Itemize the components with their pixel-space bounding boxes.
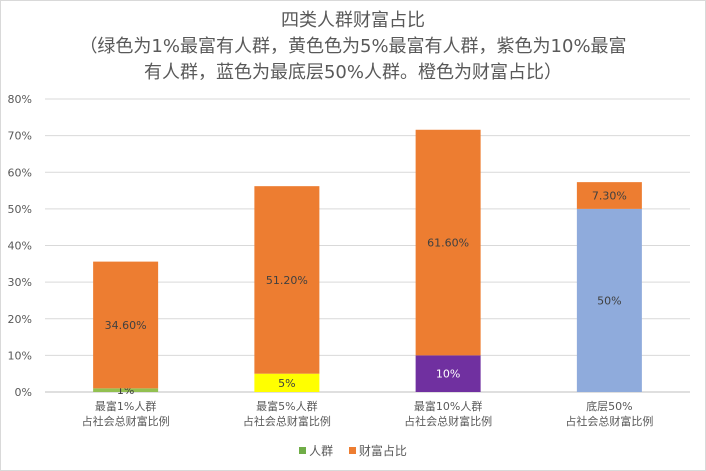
data-label: 50%: [597, 294, 621, 307]
legend-label-wealth-share: 财富占比: [358, 444, 407, 458]
x-tick-label: 占社会总财富比例: [565, 414, 653, 428]
y-tick-label: 20%: [8, 313, 32, 326]
x-tick-label: 最富1%人群: [95, 399, 156, 413]
chart-title: 四类人群财富占比 （绿色为1%最富有人群，黄色色为5%最富有人群，紫色为10%最…: [0, 8, 706, 86]
data-label: 10%: [436, 368, 460, 381]
bar-wealth-share: [254, 186, 320, 374]
chart-title-line-3: 有人群，蓝色为最底层50%人群。橙色为财富占比）: [143, 62, 562, 83]
data-label: 5%: [278, 377, 295, 390]
bar-people: [415, 355, 481, 392]
y-tick-label: 60%: [8, 166, 32, 179]
data-label: 61.60%: [427, 237, 469, 250]
legend-swatch-people: [299, 447, 307, 454]
y-tick-label: 40%: [8, 240, 32, 253]
y-tick-label: 0%: [15, 386, 32, 399]
y-tick-label: 30%: [8, 276, 32, 289]
x-tick-label: 占社会总财富比例: [82, 414, 170, 428]
legend-item-people: 人群: [299, 442, 333, 459]
legend-item-wealth-share: 财富占比: [348, 442, 407, 459]
chart-legend: 人群 财富占比: [0, 442, 706, 459]
chart-title-line-2: （绿色为1%最富有人群，黄色色为5%最富有人群，紫色为10%最富: [79, 36, 627, 57]
y-tick-label: 50%: [8, 203, 32, 216]
y-tick-label: 10%: [8, 349, 32, 362]
legend-label-people: 人群: [309, 444, 334, 458]
legend-swatch-wealth-share: [348, 447, 356, 454]
data-label: 51.20%: [266, 274, 308, 287]
bar-wealth-share: [93, 261, 159, 389]
y-tick-label: 80%: [8, 93, 32, 106]
data-label: 34.60%: [105, 319, 147, 332]
bar-people: [576, 208, 642, 392]
chart-title-line-1: 四类人群财富占比: [281, 10, 425, 31]
bar-wealth-share: [576, 182, 642, 209]
bar-people: [93, 388, 159, 392]
bar-wealth-share: [415, 129, 481, 356]
x-tick-label: 最富5%人群: [256, 399, 317, 413]
x-tick-label: 占社会总财富比例: [404, 414, 492, 428]
x-tick-label: 底层50%: [586, 399, 632, 413]
bar-people: [254, 373, 320, 392]
x-tick-label: 占社会总财富比例: [243, 414, 331, 428]
y-tick-label: 70%: [8, 130, 32, 143]
data-label: 7.30%: [592, 190, 627, 203]
x-tick-label: 最富10%人群: [414, 399, 482, 413]
